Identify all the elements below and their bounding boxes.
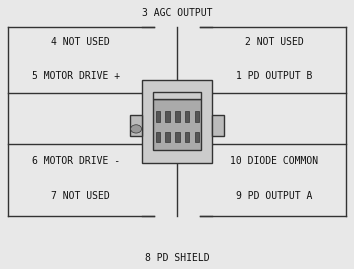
Bar: [153, 98, 201, 150]
Text: 6 MOTOR DRIVE -: 6 MOTOR DRIVE -: [33, 156, 121, 166]
Bar: [131, 115, 142, 136]
Text: 7 NOT USED: 7 NOT USED: [51, 191, 109, 201]
Circle shape: [131, 125, 142, 133]
Bar: [142, 80, 212, 163]
Text: 3 AGC OUTPUT: 3 AGC OUTPUT: [142, 8, 212, 18]
Text: 9 PD OUTPUT A: 9 PD OUTPUT A: [236, 191, 312, 201]
Bar: [175, 132, 179, 142]
Bar: [195, 111, 199, 122]
Text: 4 NOT USED: 4 NOT USED: [51, 37, 109, 47]
Bar: [185, 132, 189, 142]
Bar: [195, 132, 199, 142]
Bar: [185, 111, 189, 122]
Text: 8 PD SHIELD: 8 PD SHIELD: [145, 253, 209, 263]
Bar: [165, 111, 170, 122]
Text: 5 MOTOR DRIVE +: 5 MOTOR DRIVE +: [33, 71, 121, 81]
Text: 1 PD OUTPUT B: 1 PD OUTPUT B: [236, 71, 312, 81]
Bar: [165, 132, 170, 142]
Text: 2 NOT USED: 2 NOT USED: [245, 37, 303, 47]
Bar: [175, 111, 179, 122]
Text: 10 DIODE COMMON: 10 DIODE COMMON: [230, 156, 318, 166]
Bar: [156, 132, 160, 142]
Bar: [156, 111, 160, 122]
Bar: [212, 115, 223, 136]
Bar: [153, 92, 201, 98]
